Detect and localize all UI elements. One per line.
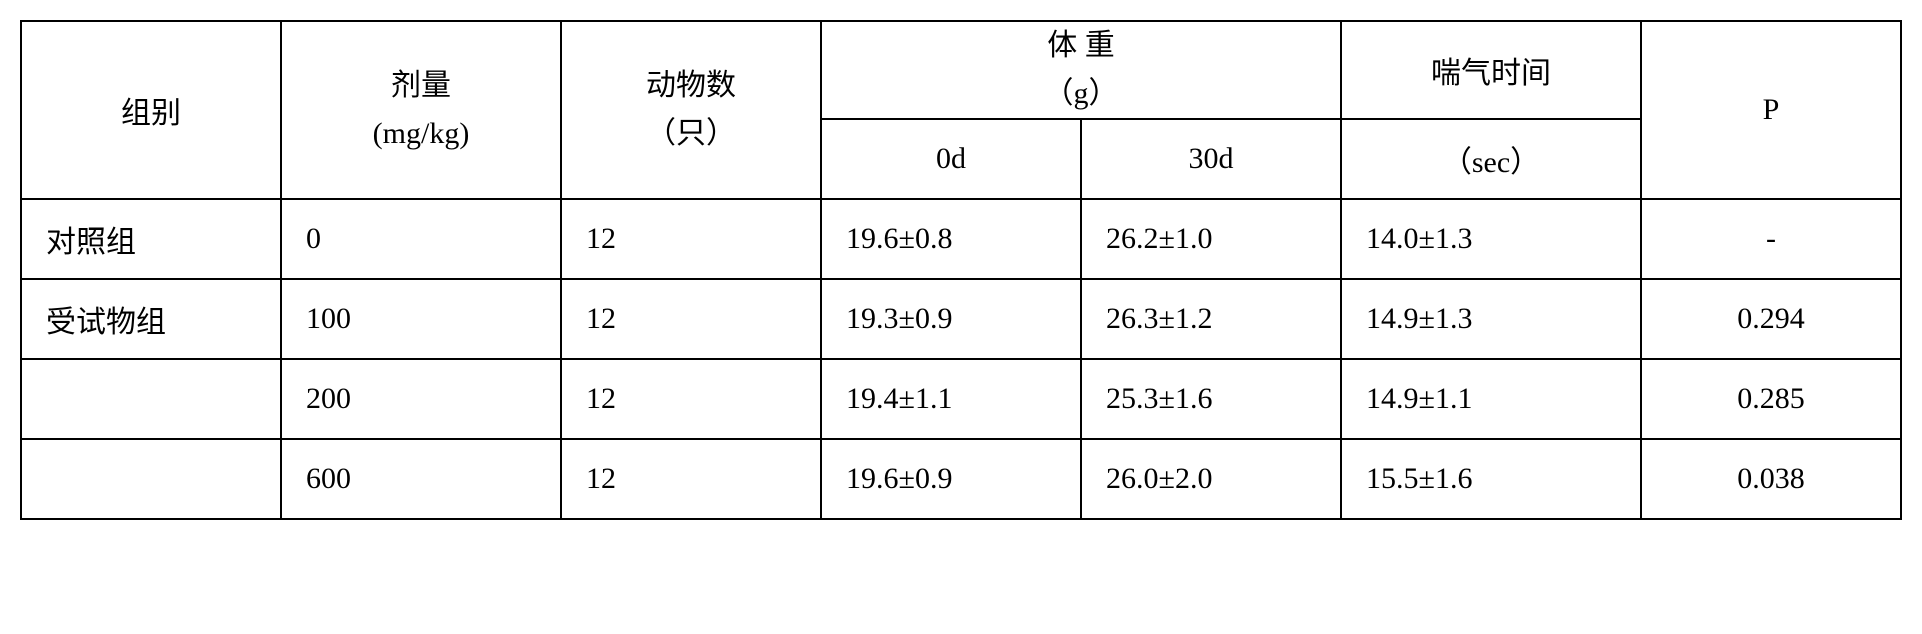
cell-group: 受试物组 xyxy=(21,279,281,359)
header-gasp-sub: （sec） xyxy=(1341,119,1641,199)
header-weight: 体 重 （g） xyxy=(821,21,1341,119)
cell-w0: 19.6±0.9 xyxy=(821,439,1081,519)
header-gasp-l2: （sec） xyxy=(1342,137,1640,181)
cell-dose: 600 xyxy=(281,439,561,519)
table-row: 600 12 19.6±0.9 26.0±2.0 15.5±1.6 0.038 xyxy=(21,439,1901,519)
table-row: 受试物组 100 12 19.3±0.9 26.3±1.2 14.9±1.3 0… xyxy=(21,279,1901,359)
cell-p: - xyxy=(1641,199,1901,279)
cell-w30: 25.3±1.6 xyxy=(1081,359,1341,439)
cell-dose: 0 xyxy=(281,199,561,279)
cell-dose: 200 xyxy=(281,359,561,439)
header-animals-l1: 动物数 xyxy=(562,62,820,110)
header-weight-l1: 体 重 xyxy=(822,22,1340,70)
header-w0: 0d xyxy=(821,119,1081,199)
data-table: 组别 剂量 (mg/kg) 动物数 （只） 体 重 （g） 喘气时间 P xyxy=(20,20,1902,520)
header-w0-label: 0d xyxy=(822,142,1080,176)
table-row: 200 12 19.4±1.1 25.3±1.6 14.9±1.1 0.285 xyxy=(21,359,1901,439)
header-p: P xyxy=(1641,21,1901,199)
cell-animals: 12 xyxy=(561,199,821,279)
cell-gasp: 14.9±1.3 xyxy=(1341,279,1641,359)
header-animals: 动物数 （只） xyxy=(561,21,821,199)
cell-w30: 26.3±1.2 xyxy=(1081,279,1341,359)
cell-w0: 19.6±0.8 xyxy=(821,199,1081,279)
cell-group xyxy=(21,439,281,519)
cell-gasp: 14.9±1.1 xyxy=(1341,359,1641,439)
header-gasp-l1: 喘气时间 xyxy=(1342,48,1640,92)
cell-gasp: 14.0±1.3 xyxy=(1341,199,1641,279)
header-group-label: 组别 xyxy=(22,88,280,132)
cell-animals: 12 xyxy=(561,439,821,519)
header-dose-l1: 剂量 xyxy=(282,62,560,110)
header-w30-label: 30d xyxy=(1082,142,1340,176)
cell-w30: 26.2±1.0 xyxy=(1081,199,1341,279)
header-w30: 30d xyxy=(1081,119,1341,199)
cell-p: 0.038 xyxy=(1641,439,1901,519)
cell-w0: 19.4±1.1 xyxy=(821,359,1081,439)
header-group: 组别 xyxy=(21,21,281,199)
header-dose-l2: (mg/kg) xyxy=(282,110,560,158)
cell-animals: 12 xyxy=(561,359,821,439)
header-p-label: P xyxy=(1642,93,1900,127)
cell-w30: 26.0±2.0 xyxy=(1081,439,1341,519)
header-row-1: 组别 剂量 (mg/kg) 动物数 （只） 体 重 （g） 喘气时间 P xyxy=(21,21,1901,119)
cell-p: 0.285 xyxy=(1641,359,1901,439)
cell-w0: 19.3±0.9 xyxy=(821,279,1081,359)
header-weight-l2: （g） xyxy=(822,70,1340,118)
cell-group: 对照组 xyxy=(21,199,281,279)
cell-p: 0.294 xyxy=(1641,279,1901,359)
cell-dose: 100 xyxy=(281,279,561,359)
cell-group xyxy=(21,359,281,439)
header-animals-l2: （只） xyxy=(562,110,820,158)
header-gasp-top: 喘气时间 xyxy=(1341,21,1641,119)
cell-gasp: 15.5±1.6 xyxy=(1341,439,1641,519)
cell-animals: 12 xyxy=(561,279,821,359)
table-row: 对照组 0 12 19.6±0.8 26.2±1.0 14.0±1.3 - xyxy=(21,199,1901,279)
header-dose: 剂量 (mg/kg) xyxy=(281,21,561,199)
